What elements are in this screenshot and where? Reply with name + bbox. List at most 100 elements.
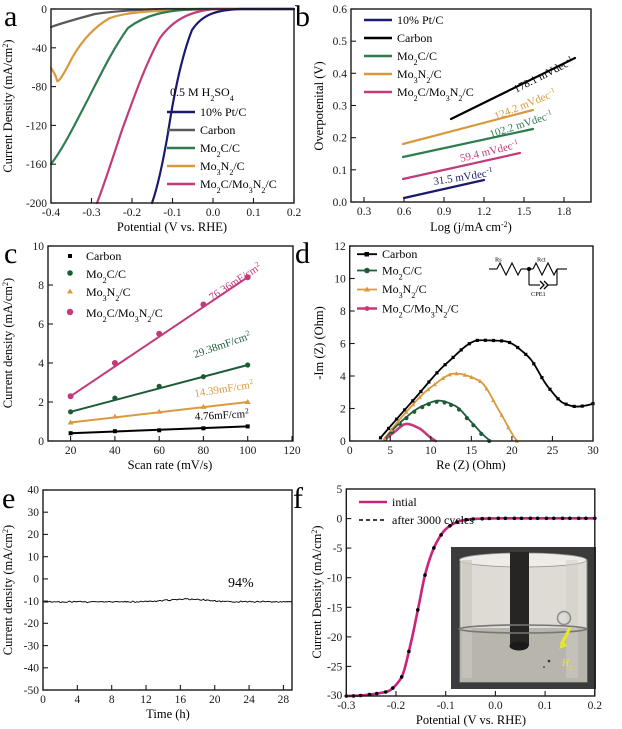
svg-text:0.2: 0.2 [333,133,348,145]
svg-text:5: 5 [387,445,393,457]
svg-text:20: 20 [28,529,40,541]
svg-text:Mo2C/Mo3N2/C: Mo2C/Mo3N2/C [382,302,459,320]
svg-text:0.6: 0.6 [397,206,412,218]
svg-text:0: 0 [340,436,346,448]
svg-text:Carbon: Carbon [397,31,432,45]
svg-text:Mo2C/Mo3N2/C: Mo2C/Mo3N2/C [397,85,474,103]
svg-text:0.1: 0.1 [246,207,261,219]
svg-text:Current density (mA/cm2): Current density (mA/cm2) [1,278,16,408]
svg-text:0.5 M H2SO4: 0.5 M H2SO4 [170,85,234,103]
svg-text:0: 0 [337,514,343,526]
svg-text:Mo2C/C: Mo2C/C [397,49,437,67]
svg-text:40: 40 [109,445,121,457]
svg-text:0: 0 [38,436,44,448]
svg-text:8: 8 [38,280,44,292]
svg-text:-Im (Z) (Ohm): -Im (Z) (Ohm) [312,306,326,380]
svg-text:-15: -15 [327,602,343,614]
svg-text:-20: -20 [327,632,343,644]
svg-text:Mo2C/Mo3N2/C: Mo2C/Mo3N2/C [200,177,277,195]
svg-text:-50: -50 [24,685,40,697]
svg-text:CPE1: CPE1 [531,291,546,298]
svg-text:5: 5 [337,484,343,496]
svg-text:2: 2 [340,404,346,416]
svg-text:f: f [293,482,303,515]
svg-text:24: 24 [243,694,255,706]
svg-text:b: b [295,0,310,33]
svg-text:0.2: 0.2 [588,700,603,712]
svg-text:after 3000 cycles: after 3000 cycles [392,513,474,527]
svg-text:Scan rate (mV/s): Scan rate (mV/s) [128,458,213,472]
svg-text:Mo3N2/C: Mo3N2/C [86,285,131,303]
svg-text:0.1: 0.1 [333,165,348,177]
svg-text:0.9: 0.9 [437,206,452,218]
svg-text:1.5: 1.5 [517,206,532,218]
svg-text:0.1: 0.1 [538,700,553,712]
svg-text:-0.1: -0.1 [437,700,455,712]
svg-text:12: 12 [140,694,152,706]
svg-text:Carbon: Carbon [86,249,121,263]
svg-text:0: 0 [347,445,353,457]
svg-text:6: 6 [340,339,346,351]
svg-text:1.8: 1.8 [557,206,572,218]
svg-text:0.3: 0.3 [357,206,372,218]
svg-text:-0.3: -0.3 [82,207,100,219]
svg-text:Carbon: Carbon [382,247,417,261]
svg-text:0.2: 0.2 [287,207,302,219]
svg-text:-200: -200 [26,198,47,210]
svg-text:Rct: Rct [537,257,546,264]
svg-text:-30: -30 [327,690,343,702]
svg-text:10: 10 [334,274,346,286]
svg-text:0.6: 0.6 [333,4,348,16]
svg-text:Potential (V vs. RHE): Potential (V vs. RHE) [117,220,227,234]
svg-text:intial: intial [392,495,417,509]
svg-text:2: 2 [38,397,44,409]
svg-text:0: 0 [41,4,47,16]
svg-text:29.38mF/cm2: 29.38mF/cm2 [191,328,252,361]
svg-text:Time (h): Time (h) [146,707,190,721]
svg-text:Carbon: Carbon [200,123,235,137]
svg-text:0.5: 0.5 [333,36,348,48]
svg-text:10: 10 [33,241,45,253]
svg-text:10: 10 [28,551,40,563]
svg-text:12: 12 [334,241,346,253]
svg-text:Log (j/mA cm-2): Log (j/mA cm-2) [430,220,512,235]
svg-text:30: 30 [28,507,40,519]
svg-text:Re (Z) (Ohm): Re (Z) (Ohm) [436,458,505,472]
svg-text:-0.1: -0.1 [163,207,181,219]
svg-text:Rs: Rs [495,257,502,264]
svg-text:-80: -80 [32,82,48,94]
svg-text:178.1 mVdec-1: 178.1 mVdec-1 [511,53,576,96]
svg-text:Potential (V vs. RHE): Potential (V vs. RHE) [416,713,526,727]
svg-text:-20: -20 [24,618,40,630]
svg-text:10% Pt/C: 10% Pt/C [200,105,246,119]
svg-text:80: 80 [198,445,210,457]
svg-text:60: 60 [153,445,165,457]
svg-text:Mo2C/C: Mo2C/C [382,264,422,282]
svg-text:0: 0 [40,694,46,706]
svg-text:4: 4 [38,358,44,370]
svg-text:8: 8 [109,694,115,706]
svg-text:-5: -5 [333,543,343,555]
svg-text:Overpotenital (V): Overpotenital (V) [312,61,326,150]
svg-text:40: 40 [28,485,40,497]
svg-text:-40: -40 [32,43,48,55]
svg-text:-0.2: -0.2 [387,700,405,712]
svg-text:0.4: 0.4 [333,68,348,80]
svg-text:10% Pt/C: 10% Pt/C [397,13,443,27]
svg-text:Mo2C/Mo3N2/C: Mo2C/Mo3N2/C [86,306,163,324]
svg-text:-120: -120 [26,120,47,132]
svg-text:0.0: 0.0 [488,700,503,712]
svg-text:10: 10 [425,445,437,457]
svg-text:4: 4 [340,371,346,383]
svg-text:Mo3N2/C: Mo3N2/C [200,159,245,177]
svg-text:76.36mF/cm2: 76.36mF/cm2 [206,259,264,304]
svg-text:1.2: 1.2 [477,206,492,218]
svg-text:-40: -40 [24,663,40,675]
svg-text:0: 0 [33,574,39,586]
svg-text:-0.2: -0.2 [123,207,141,219]
svg-text:30: 30 [587,445,599,457]
svg-text:Current Density (mA/cm2): Current Density (mA/cm2) [310,525,325,658]
svg-text:0.3: 0.3 [333,101,348,113]
svg-text:-10: -10 [24,596,40,608]
svg-text:8: 8 [340,306,346,318]
